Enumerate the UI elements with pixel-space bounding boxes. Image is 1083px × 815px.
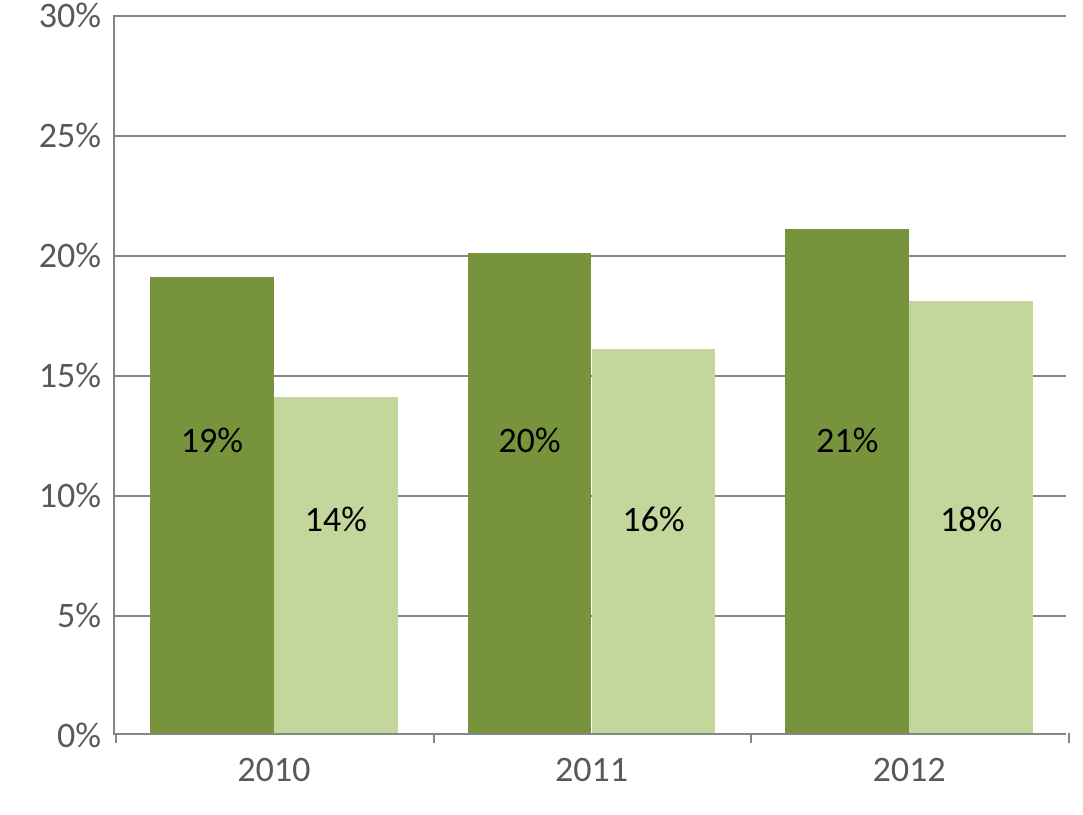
bar-value-label: 20% (498, 418, 560, 462)
bar (274, 397, 398, 733)
y-tick-label: 10% (39, 473, 115, 517)
bar (785, 229, 909, 733)
y-tick-label: 0% (57, 713, 115, 757)
bar-chart: 0% 5% 10% 15% 20% 25% 30% 2010 19% 14% 2011 20% 16% 2… (0, 0, 1083, 815)
y-tick-label: 5% (57, 593, 115, 637)
gridline (115, 15, 1066, 17)
plot-area: 0%5%10%15%20%25%30%201019%14%201120%16%2… (113, 15, 1066, 735)
bar-value-label: 21% (816, 418, 878, 462)
x-tick-mark (750, 733, 752, 743)
bar-value-label: 16% (622, 497, 684, 541)
y-tick-label: 25% (39, 113, 115, 157)
x-tick-mark (433, 733, 435, 743)
bar-value-label: 19% (181, 418, 243, 462)
x-tick-mark (115, 733, 117, 743)
gridline (115, 135, 1066, 137)
y-tick-label: 20% (39, 233, 115, 277)
bar-value-label: 18% (940, 497, 1002, 541)
bar-value-label: 14% (305, 497, 367, 541)
x-tick-mark (1068, 733, 1070, 743)
y-tick-label: 30% (39, 0, 115, 37)
x-tick-label: 2010 (237, 733, 310, 791)
bar (150, 277, 274, 733)
bar (468, 253, 592, 733)
y-tick-label: 15% (39, 353, 115, 397)
x-tick-label: 2012 (873, 733, 946, 791)
x-tick-label: 2011 (555, 733, 628, 791)
